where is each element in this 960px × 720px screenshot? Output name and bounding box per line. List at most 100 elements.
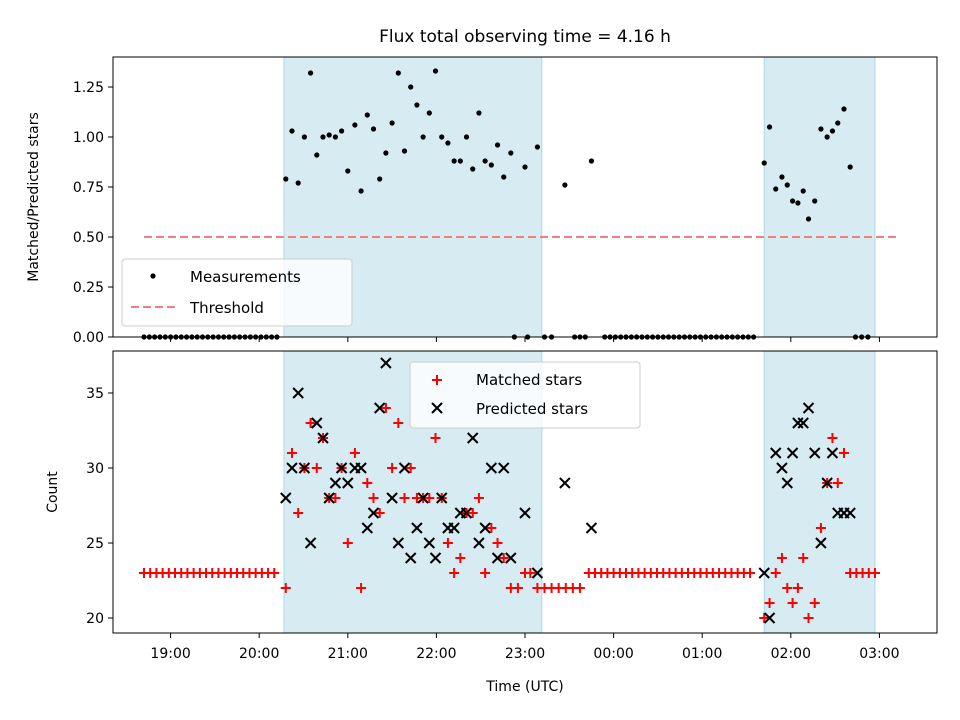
measurement-point xyxy=(377,176,383,182)
matched-star-point xyxy=(393,418,404,428)
matched-star-point xyxy=(512,583,523,593)
matched-star-point xyxy=(498,553,509,563)
measurement-point xyxy=(445,140,451,146)
predicted-star-point xyxy=(473,537,485,549)
count-axis-tick-label: 20 xyxy=(86,611,104,627)
measurement-point xyxy=(289,128,295,134)
matched-star-point xyxy=(473,493,484,503)
measurement-point xyxy=(457,158,463,164)
matched-star-point xyxy=(286,448,297,458)
predicted-star-point xyxy=(844,507,856,519)
measurement-point xyxy=(414,102,420,108)
y-ticks-count: 20 25 30 35 xyxy=(86,386,113,627)
predicted-star-point xyxy=(770,447,782,459)
observing-windows-top xyxy=(283,56,876,338)
predicted-star-point xyxy=(467,432,479,444)
matched-star-point xyxy=(368,493,379,503)
matched-star-point xyxy=(764,598,775,608)
measurement-point xyxy=(451,158,457,164)
predicted-star-point xyxy=(342,477,354,489)
flux-ratio-panel: Flux total observing time = 4.16 h Match… xyxy=(26,27,938,346)
measurement-point xyxy=(307,70,314,76)
matched-star-point xyxy=(455,553,466,563)
predicted-star-point xyxy=(417,492,429,504)
measurement-point xyxy=(408,84,414,90)
measurement-point xyxy=(829,128,836,134)
measurement-point xyxy=(332,134,338,140)
observing-window-band xyxy=(763,56,876,338)
measurement-point xyxy=(508,150,514,156)
predicted-star-point xyxy=(280,492,292,504)
matched-star-point xyxy=(293,508,304,518)
chart-title: Flux total observing time = 4.16 h xyxy=(379,27,671,47)
measurement-point xyxy=(295,180,301,186)
matched-star-point xyxy=(362,478,373,488)
ratio-axis-tick-label: 0.75 xyxy=(73,180,104,196)
time-axis-tick-label: 02:00 xyxy=(771,646,811,662)
observing-windows-bottom xyxy=(283,350,876,634)
measurement-point xyxy=(383,150,389,156)
matched-star-point xyxy=(349,448,360,458)
matched-star-point xyxy=(330,493,341,503)
matched-star-point xyxy=(574,583,585,593)
measurement-point xyxy=(766,124,773,130)
predicted-star-point xyxy=(335,462,348,474)
measurement-point xyxy=(494,142,501,148)
y-ticks-ratio: 0.00 0.25 0.50 0.75 1.00 1.25 xyxy=(73,80,113,346)
predicted-star-point xyxy=(411,522,423,534)
legend-box xyxy=(409,361,641,429)
predicted-star-point xyxy=(448,522,460,534)
measurement-point xyxy=(426,110,432,116)
time-axis-tick-label: 22:00 xyxy=(416,646,456,662)
measurement-point xyxy=(812,198,818,204)
measurement-point xyxy=(364,112,370,118)
measurement-point xyxy=(534,144,541,150)
predicted-star-point xyxy=(758,567,770,579)
measurement-point xyxy=(352,122,358,128)
time-axis-tick-label: 21:00 xyxy=(328,646,368,662)
ratio-axis-tick-label: 0.25 xyxy=(73,280,104,296)
measurement-point xyxy=(824,134,830,140)
legend-label-measurements: Measurements xyxy=(190,268,301,286)
measurement-point xyxy=(835,120,841,126)
predicted-star-point xyxy=(323,492,335,504)
measurement-point xyxy=(841,106,847,112)
star-count-panel: Count Time (UTC) 19:00 20:00 21:00 22:00 23:… xyxy=(45,350,938,695)
matched-star-point xyxy=(311,463,322,473)
measurement-point xyxy=(320,134,326,140)
measurement-point xyxy=(562,182,568,188)
matched-star-point xyxy=(467,508,478,518)
ratio-axis-tick-label: 1.25 xyxy=(73,80,104,96)
legend-box xyxy=(121,258,353,327)
predicted-star-point xyxy=(317,432,329,444)
measurement-point xyxy=(358,188,364,194)
time-axis-tick-label: 01:00 xyxy=(682,646,722,662)
predicted-star-point xyxy=(797,417,809,429)
ratio-axis-tick-label: 1.00 xyxy=(73,130,104,146)
measurement-point xyxy=(401,148,408,154)
measurement-point xyxy=(482,158,488,164)
predicted-star-point xyxy=(298,462,311,474)
matched-star-point xyxy=(280,583,291,593)
predicted-star-point xyxy=(355,462,367,474)
predicted-star-point xyxy=(429,552,442,564)
y-axis-label-count: Count xyxy=(45,471,61,513)
time-axis-tick-label: 20:00 xyxy=(239,646,279,662)
measurement-point xyxy=(463,134,470,140)
matched-star-point xyxy=(399,493,410,503)
matched-star-point xyxy=(374,508,385,518)
count-axis-tick-label: 35 xyxy=(86,386,104,402)
matched-star-point xyxy=(815,523,826,533)
predicted-star-point xyxy=(329,477,342,489)
legend-label-threshold: Threshold xyxy=(189,299,264,317)
predicted-star-point xyxy=(386,492,398,504)
predicted-star-point xyxy=(763,612,776,624)
predicted-star-point xyxy=(815,537,827,549)
matched-star-point xyxy=(405,463,416,473)
matched-star-point xyxy=(782,583,793,593)
predicted-star-point xyxy=(585,522,598,534)
measurement-point xyxy=(779,174,785,180)
predicted-star-point xyxy=(776,462,788,474)
measurement-point xyxy=(805,216,812,222)
predicted-star-point xyxy=(485,462,498,474)
